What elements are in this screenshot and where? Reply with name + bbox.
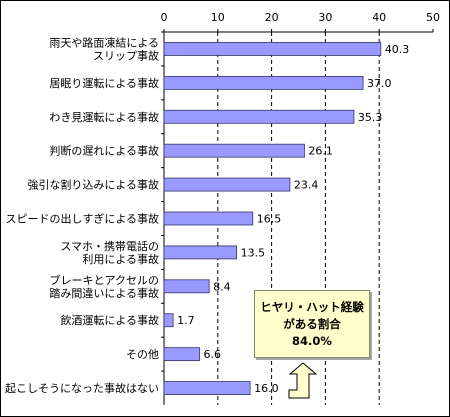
value-label: 16.0 [254,382,279,395]
category-label: 利用による事故 [82,252,159,266]
value-label: 6.6 [204,348,222,361]
value-label: 26.1 [308,145,333,158]
category-label: 居眠り運転による事故 [49,76,159,90]
value-label: 1.7 [177,314,195,327]
bar [163,211,254,226]
bar [163,313,174,328]
callout-line-2: がある割合 [283,316,341,331]
bar [163,109,355,124]
category-label: 起こしそうになった事故はない [5,381,159,395]
bar [163,42,382,56]
value-label: 23.4 [294,179,319,192]
x-tick-label: 40 [372,11,386,24]
callout-line-1: ヒヤリ・ハット経験 [260,299,364,314]
x-tick-label: 20 [265,11,279,24]
category-label: わき見運転による事故 [49,110,159,124]
bar [163,177,291,192]
category-label: 判断の遅れによる事故 [49,144,159,158]
category-label: 踏み間違いによる事故 [49,286,159,300]
category-label: 強引な割り込みによる事故 [27,178,159,192]
value-label: 37.0 [367,77,392,90]
value-label: 40.3 [385,43,410,56]
category-label: 雨天や路面凍結による [49,35,159,49]
category-label: スピードの出しすぎによる事故 [6,212,159,226]
bar [163,75,364,90]
x-tick-label: 50 [426,11,440,24]
callout-arrow-icon [288,362,318,399]
category-label: 飲酒運転による事故 [60,313,159,327]
x-tick-label: 30 [318,11,332,24]
x-tick-label: 10 [211,11,225,24]
value-label: 35.3 [358,111,383,124]
bar [163,245,238,260]
bar [163,279,210,294]
experience-rate-callout: ヒヤリ・ハット経験 がある割合 84.0% [254,290,370,358]
category-label: スマホ・携帯電話の [60,239,159,253]
bar [163,143,305,158]
callout-value: 84.0% [292,333,332,348]
bar [163,347,200,362]
category-label: その他 [126,348,159,361]
category-label: ブレーキとアクセルの [50,273,159,287]
bar [163,381,251,395]
value-label: 8.4 [213,280,231,293]
category-label: スリップ事故 [93,48,159,62]
x-tick-label: 0 [161,11,168,24]
value-label: 16.5 [257,213,282,226]
value-label: 13.5 [241,246,266,259]
